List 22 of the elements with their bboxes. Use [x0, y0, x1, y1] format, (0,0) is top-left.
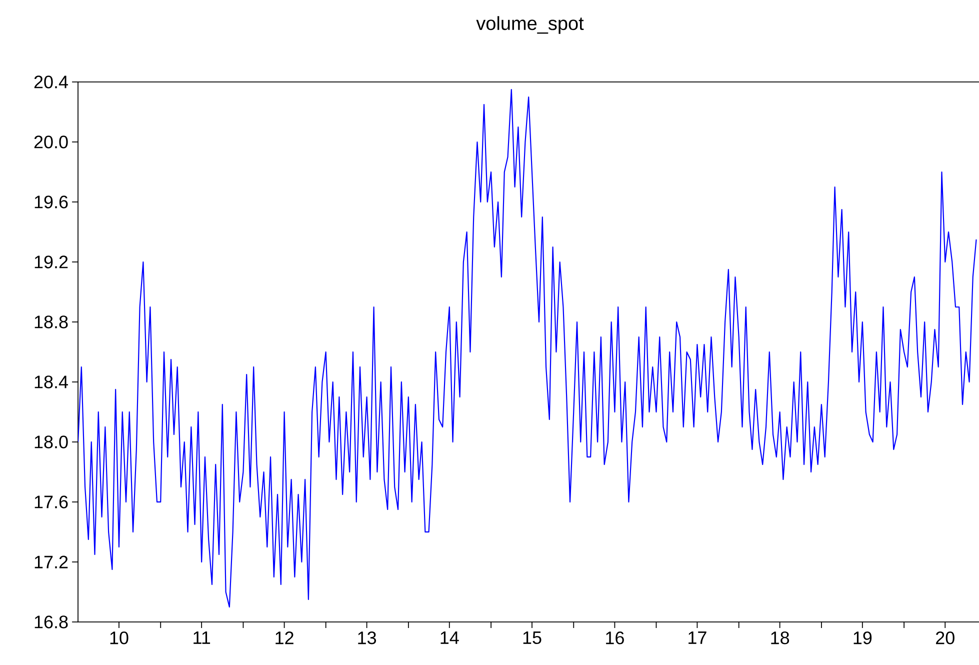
- y-tick-label: 18.4: [34, 376, 68, 388]
- x-tick-label: 15: [523, 632, 542, 644]
- y-tick-label: 18.0: [34, 436, 68, 448]
- y-tick-label: 19.2: [34, 256, 68, 268]
- x-tick-label: 13: [358, 632, 376, 644]
- x-tick-label: 14: [440, 632, 459, 644]
- x-tick-label: 16: [606, 632, 624, 644]
- y-tick-label: 18.8: [34, 316, 68, 328]
- x-tick-label: 17: [688, 632, 706, 644]
- y-tick-label: 20.0: [34, 136, 68, 148]
- x-tick-label: 19: [854, 632, 872, 644]
- x-tick-label: 12: [276, 632, 294, 644]
- x-tick-label: 11: [194, 632, 210, 644]
- x-tick-label: 10: [110, 632, 128, 644]
- y-tick-label: 17.2: [34, 556, 68, 568]
- y-tick-label: 16.8: [34, 616, 68, 628]
- y-tick-label: 17.6: [34, 496, 68, 508]
- x-tick-label: 20: [936, 632, 954, 644]
- y-tick-label: 19.6: [34, 196, 68, 208]
- x-tick-label: 18: [771, 632, 790, 644]
- chart-title: volume_spot: [476, 16, 584, 34]
- y-tick-label: 20.4: [34, 76, 68, 88]
